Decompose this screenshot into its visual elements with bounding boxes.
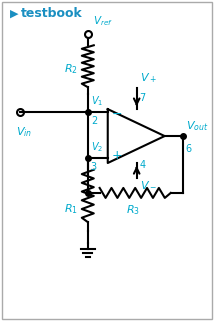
Text: $V_{in}$: $V_{in}$	[16, 125, 32, 139]
Text: −: −	[111, 108, 122, 121]
Text: ▶: ▶	[10, 8, 18, 18]
Text: $V_2$: $V_2$	[91, 140, 103, 154]
Text: $V_1$: $V_1$	[91, 94, 103, 108]
FancyBboxPatch shape	[2, 2, 211, 319]
Text: $R_2$: $R_2$	[64, 62, 78, 76]
Text: $R_1$: $R_1$	[64, 202, 78, 216]
Text: $V_-$: $V_-$	[140, 180, 156, 190]
Text: 3: 3	[91, 162, 97, 172]
Text: +: +	[111, 149, 122, 161]
Text: testbook: testbook	[21, 7, 83, 20]
Text: $V_{ref}$: $V_{ref}$	[93, 14, 113, 28]
Text: 7: 7	[140, 93, 146, 103]
Text: 6: 6	[186, 144, 192, 154]
Text: 4: 4	[140, 160, 146, 170]
Text: 2: 2	[91, 116, 97, 126]
Text: $R_3$: $R_3$	[126, 203, 140, 217]
Text: $V_{out}$: $V_{out}$	[186, 119, 208, 133]
Text: $V_+$: $V_+$	[140, 71, 156, 85]
